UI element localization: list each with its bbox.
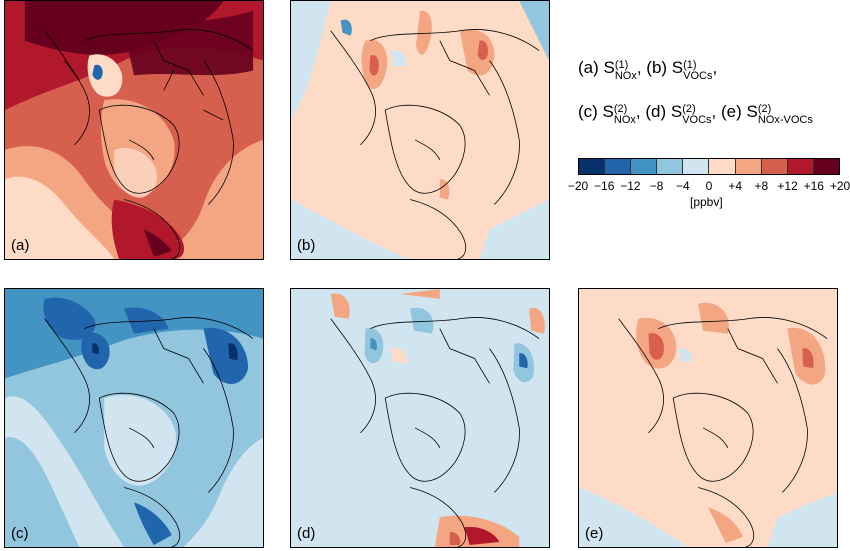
legend-term: (a) S (1) NOx, [578,58,642,82]
colorbar-unit: [ppbv] [690,195,723,209]
colorbar-tick-label: −4 [675,179,690,193]
colorbar-cell [605,159,632,174]
colorbar-cell [657,159,684,174]
panel-label-a: (a) [11,237,30,254]
panel-label-c: (c) [11,525,29,542]
colorbar-tick-label: +16 [803,179,824,193]
colorbar-tick-label: −8 [649,179,664,193]
colorbar-cell [709,159,736,174]
legend-term: (e) S (2) NOx-VOCs [716,102,813,126]
colorbar-tick-label: −16 [594,179,615,193]
colorbar-cell [683,159,710,174]
panel-label-d: (d) [297,525,316,542]
legend-term: (c) S (2) NOx, [578,102,641,126]
colorbar-ticks: −20 −16 −12 −8 −4 0 +4 +8 +12 +16 +20 [568,179,850,195]
map-c [5,289,263,547]
colorbar-tick-label: +12 [777,179,798,193]
panel-label-e: (e) [585,525,604,542]
colorbar-cell [579,159,606,174]
colorbar-cell [787,159,814,174]
map-panel-a: (a) [4,0,264,260]
map-a [5,1,263,259]
colorbar-cell [813,159,839,174]
colorbar-tick-label: −12 [620,179,641,193]
map-b [291,1,549,259]
colorbar-tick-label: 0 [705,179,713,193]
colorbar-tick-label: −20 [567,179,589,193]
colorbar-tick-label: +8 [754,179,769,193]
colorbar [578,158,840,175]
map-d [291,289,549,547]
legend-term: (b) S (1) VOCs, [641,58,718,82]
legend-line-2: (c) S (2) NOx, (d) S (2) VOCs, (e) S (2) NOx-V… [578,102,813,126]
legend-term: (d) S (2) VOCs, [640,102,717,126]
colorbar-cell [735,159,762,174]
panel-label-b: (b) [297,237,316,254]
legend-line-1: (a) S (1) NOx, (b) S (1) VOCs, [578,58,717,82]
map-panel-d: (d) [290,288,550,548]
map-e [579,289,837,547]
colorbar-cell [761,159,788,174]
colorbar-tick-label: +4 [728,179,743,193]
map-panel-e: (e) [578,288,838,548]
map-panel-c: (c) [4,288,264,548]
map-panel-b: (b) [290,0,550,260]
colorbar-tick-label: +20 [829,179,850,193]
colorbar-cell [631,159,658,174]
